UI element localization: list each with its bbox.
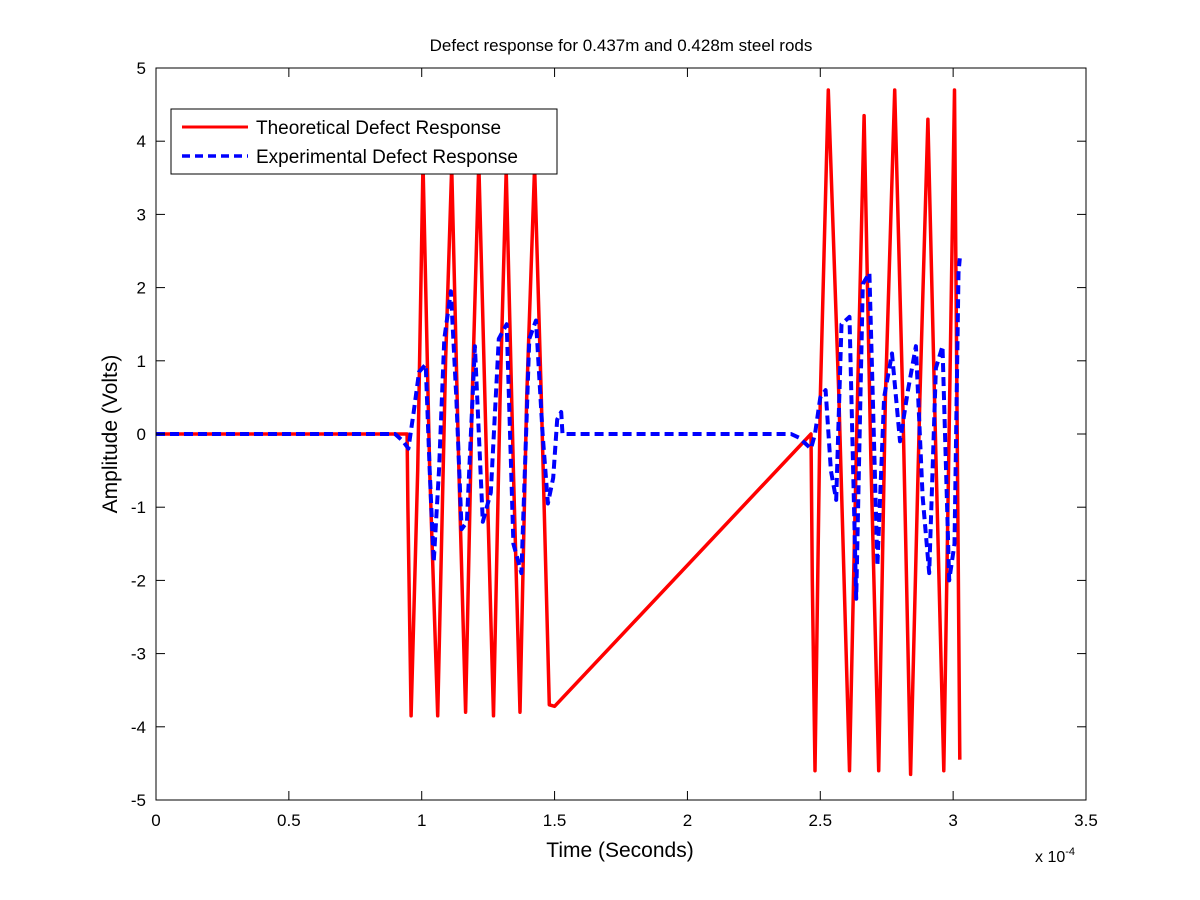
series-line-experimental xyxy=(156,258,962,601)
y-tick-label: 4 xyxy=(137,132,146,151)
x-tick-label: 0.5 xyxy=(277,811,301,830)
y-tick-label: -1 xyxy=(131,498,146,517)
y-tick-label: 1 xyxy=(137,352,146,371)
x-scale-label: x 10-4 xyxy=(1035,846,1075,866)
ticks-layer: 0 0.5 1 1.5 2 2.5 3 3.5 5 4 3 2 1 0 -1 -2 -3 -4 -5 xyxy=(131,59,1098,830)
chart-title: Defect response for 0.437m and 0.428m st… xyxy=(430,36,813,55)
x-axis-label: Time (Seconds) xyxy=(546,839,693,862)
x-tick-label: 1 xyxy=(417,811,426,830)
y-tick-label: 3 xyxy=(137,205,146,224)
legend-label-theoretical: Theoretical Defect Response xyxy=(256,118,501,139)
x-scale-exponent: -4 xyxy=(1065,846,1075,858)
y-tick-label: -3 xyxy=(131,645,146,664)
y-tick-label: -2 xyxy=(131,571,146,590)
x-tick-label: 3.5 xyxy=(1074,811,1098,830)
legend-label-experimental: Experimental Defect Response xyxy=(256,147,518,168)
y-axis-label: Amplitude (Volts) xyxy=(99,355,122,514)
legend-box xyxy=(170,108,558,175)
y-tick-label: 2 xyxy=(137,279,146,298)
x-tick-label: 1.5 xyxy=(543,811,567,830)
x-tick-label: 3 xyxy=(948,811,957,830)
legend: Theoretical Defect Response Experimental… xyxy=(170,108,558,175)
x-scale-base: x 10 xyxy=(1035,849,1065,866)
x-tick-label: 2 xyxy=(683,811,692,830)
x-tick-label: 0 xyxy=(151,811,160,830)
y-tick-label: -4 xyxy=(131,718,146,737)
x-tick-label: 2.5 xyxy=(808,811,832,830)
y-tick-label: 5 xyxy=(137,59,146,78)
series-layer xyxy=(156,88,962,777)
series-line-theoretical xyxy=(156,88,962,777)
y-tick-label: -5 xyxy=(131,791,146,810)
y-tick-label: 0 xyxy=(137,425,146,444)
